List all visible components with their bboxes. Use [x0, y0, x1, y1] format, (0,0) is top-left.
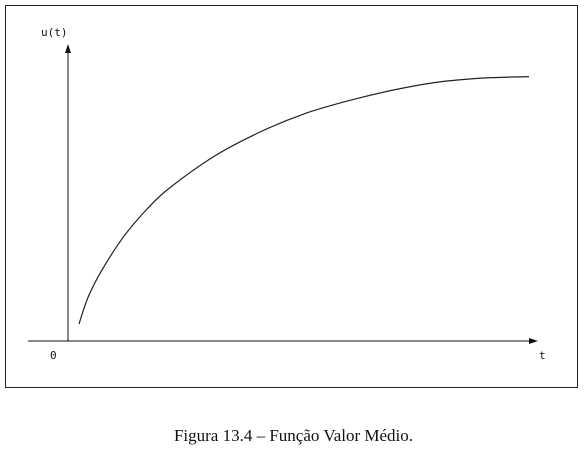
- plot-area: u(t) t 0: [28, 26, 546, 362]
- series-layer: [78, 76, 530, 325]
- y-axis-label: u(t): [41, 26, 68, 39]
- x-axis-arrow: [529, 338, 538, 344]
- y-axis-arrow: [65, 44, 71, 53]
- figure-frame: u(t) t 0: [5, 5, 578, 388]
- figure-caption: Figura 13.4 – Função Valor Médio.: [173, 426, 414, 445]
- origin-label: 0: [50, 349, 57, 362]
- series-line-0: [78, 76, 530, 325]
- x-axis-label: t: [539, 349, 546, 362]
